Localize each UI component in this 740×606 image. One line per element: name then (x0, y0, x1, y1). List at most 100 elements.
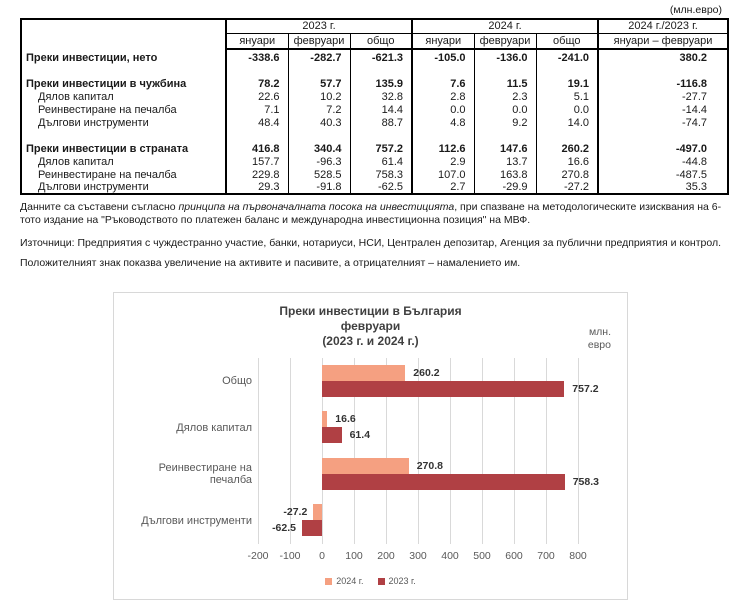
chart-units-line1: млн. (588, 326, 611, 338)
column-header-1: февруари (287, 33, 350, 50)
gridline (578, 358, 579, 544)
footnote-sign: Положителният знак показва увеличение на… (20, 257, 521, 270)
x-tick-label: 700 (537, 550, 555, 562)
chart-subtitle: февруари (340, 319, 401, 333)
chart-period: (2023 г. и 2024 г.) (322, 334, 419, 348)
chart-title: Преки инвестиции в България (279, 304, 462, 318)
spacer-row (21, 129, 729, 142)
chart-plot-area: 260.2 757.2 16.6 61.4 270.8 758.3 -27.2 -62.5 (258, 358, 599, 544)
spacer-row (21, 64, 729, 77)
table-cell: 147.6 (473, 142, 537, 155)
table-cell: 13.7 (473, 155, 537, 168)
table-cell: 757.2 (349, 142, 413, 155)
table-row: Дялов капитал 22.6 10.2 32.8 2.8 2.3 5.1 -27.7 (21, 90, 729, 103)
x-tick-label: 600 (505, 550, 523, 562)
category-label: Общо (222, 375, 252, 388)
column-header-6: януари – февруари (597, 33, 729, 50)
row-label: Дялов капитал (38, 155, 114, 168)
table-cell: -27.2 (535, 181, 599, 194)
table-cell (349, 64, 413, 77)
table-cell (287, 64, 350, 77)
table-cell: -497.0 (597, 142, 729, 155)
table-cell: -44.8 (597, 155, 729, 168)
x-tick-label: 500 (473, 550, 491, 562)
gridline (546, 358, 547, 544)
x-tick-label: 100 (345, 550, 363, 562)
table-cell: -116.8 (597, 77, 729, 90)
column-group-ratio: 2024 г./2023 г. (597, 19, 729, 34)
table-cell: 135.9 (349, 77, 413, 90)
table-cell: -621.3 (349, 49, 413, 64)
column-header-0: януари (225, 33, 288, 50)
table-cell: -74.7 (597, 116, 729, 129)
table-cell (287, 129, 350, 142)
table-cell: 11.5 (473, 77, 537, 90)
bar-2024 (322, 457, 409, 474)
column-group-2024: 2024 г. (411, 19, 599, 34)
gridline (482, 358, 483, 544)
row-label: Преки инвестиции в страната (26, 142, 189, 155)
table-cell: 2.3 (473, 90, 537, 103)
table-cell: 112.6 (411, 142, 475, 155)
row-label (21, 64, 226, 77)
table-row: Преки инвестиции, нето -338.6 -282.7 -621.3… (21, 49, 729, 64)
category-label: Дялов капитал (176, 421, 252, 434)
table-cell (225, 129, 288, 142)
table-cell: -487.5 (597, 168, 729, 181)
table-cell: 14.0 (535, 116, 599, 129)
table-cell: 0.0 (473, 103, 537, 116)
table-cell: 7.6 (411, 77, 475, 90)
gridline (514, 358, 515, 544)
table-cell: 88.7 (349, 116, 413, 129)
table-cell (597, 129, 729, 142)
bar-value-label: 61.4 (349, 429, 371, 441)
table-cell: 4.8 (411, 116, 475, 129)
table-cell: -62.5 (349, 181, 413, 194)
table-cell: 22.6 (225, 90, 288, 103)
bar-2024 (313, 504, 322, 520)
table-cell: 528.5 (287, 168, 350, 181)
column-header-4: февруари (473, 33, 537, 50)
table-cell: -105.0 (411, 49, 475, 64)
table-cell: -282.7 (287, 49, 350, 64)
table-group-header-row: 2023 г. 2024 г. 2024 г./2023 г. (21, 19, 729, 34)
x-tick-label: -100 (279, 550, 301, 562)
row-label: Дялов капитал (38, 90, 114, 103)
bar-2023 (322, 380, 565, 397)
bar-value-label: 757.2 (572, 382, 599, 395)
table-cell: 19.1 (535, 77, 599, 90)
table-row: Реинвестиране на печалба 7.1 7.2 14.4 0.0 0.0… (21, 103, 729, 116)
table-cell: 7.2 (287, 103, 350, 116)
bar-value-label: -62.5 (272, 522, 296, 534)
chart-box: Преки инвестиции в България февруари (20… (113, 292, 628, 600)
table-cell: -14.4 (597, 103, 729, 116)
table-cell (473, 64, 537, 77)
column-header-3: януари (411, 33, 475, 50)
bar-value-label: 270.8 (416, 459, 443, 472)
table-cell: 758.3 (349, 168, 413, 181)
table-cell (349, 129, 413, 142)
bar-2024 (322, 364, 406, 381)
table-cell: 57.7 (287, 77, 350, 90)
chart-title-block: Преки инвестиции в България февруари (20… (114, 304, 627, 349)
table-cell (535, 64, 599, 77)
table-cell: 14.4 (349, 103, 413, 116)
table-cell: 10.2 (287, 90, 350, 103)
column-header-2: общо (349, 33, 413, 50)
row-label: Дългови инструменти (38, 181, 149, 193)
table-cell: 0.0 (411, 103, 475, 116)
bar-2024 (322, 411, 328, 427)
bar-value-label: 16.6 (335, 413, 356, 425)
table-cell (473, 129, 537, 142)
table-cell: -29.9 (473, 181, 537, 194)
table-cell: 16.6 (535, 155, 599, 168)
gridline (322, 358, 323, 544)
table-row: Преки инвестиции в чужбина 78.2 57.7 135.9 7… (21, 77, 729, 90)
table-subheader-row: януари февруари общо януари февруари общо януа… (21, 33, 729, 50)
table-cell: 107.0 (411, 168, 475, 181)
footnote-methodology-italic: принципа на първоначалната посока на инв… (178, 201, 455, 213)
table-corner-cell (21, 19, 226, 49)
x-tick-label: -200 (247, 550, 269, 562)
gridline (450, 358, 451, 544)
